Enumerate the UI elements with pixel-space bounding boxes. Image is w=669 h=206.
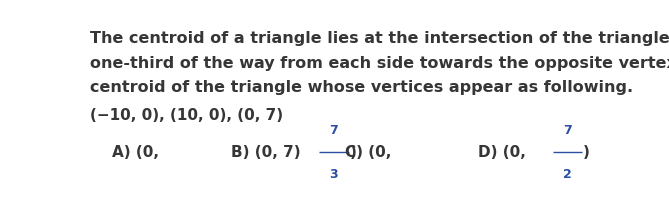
Text: one-third of the way from each side towards the opposite vertex. Use this result: one-third of the way from each side towa…	[90, 56, 669, 71]
Text: 2: 2	[563, 168, 571, 181]
Text: A) (0,: A) (0,	[112, 145, 165, 160]
Text: ): )	[583, 145, 590, 160]
Text: D) (0,: D) (0,	[478, 145, 531, 160]
Text: The centroid of a triangle lies at the intersection of the triangle’s medians, b: The centroid of a triangle lies at the i…	[90, 31, 669, 46]
Text: C) (0,: C) (0,	[345, 145, 397, 160]
Text: ): )	[349, 145, 357, 160]
Text: centroid of the triangle whose vertices appear as following.: centroid of the triangle whose vertices …	[90, 80, 633, 95]
Text: (−10, 0), (10, 0), (0, 7): (−10, 0), (10, 0), (0, 7)	[90, 108, 283, 123]
Text: B) (0, 7): B) (0, 7)	[231, 145, 301, 160]
Text: 3: 3	[330, 168, 338, 181]
Text: 7: 7	[330, 124, 339, 137]
Text: 7: 7	[563, 124, 571, 137]
